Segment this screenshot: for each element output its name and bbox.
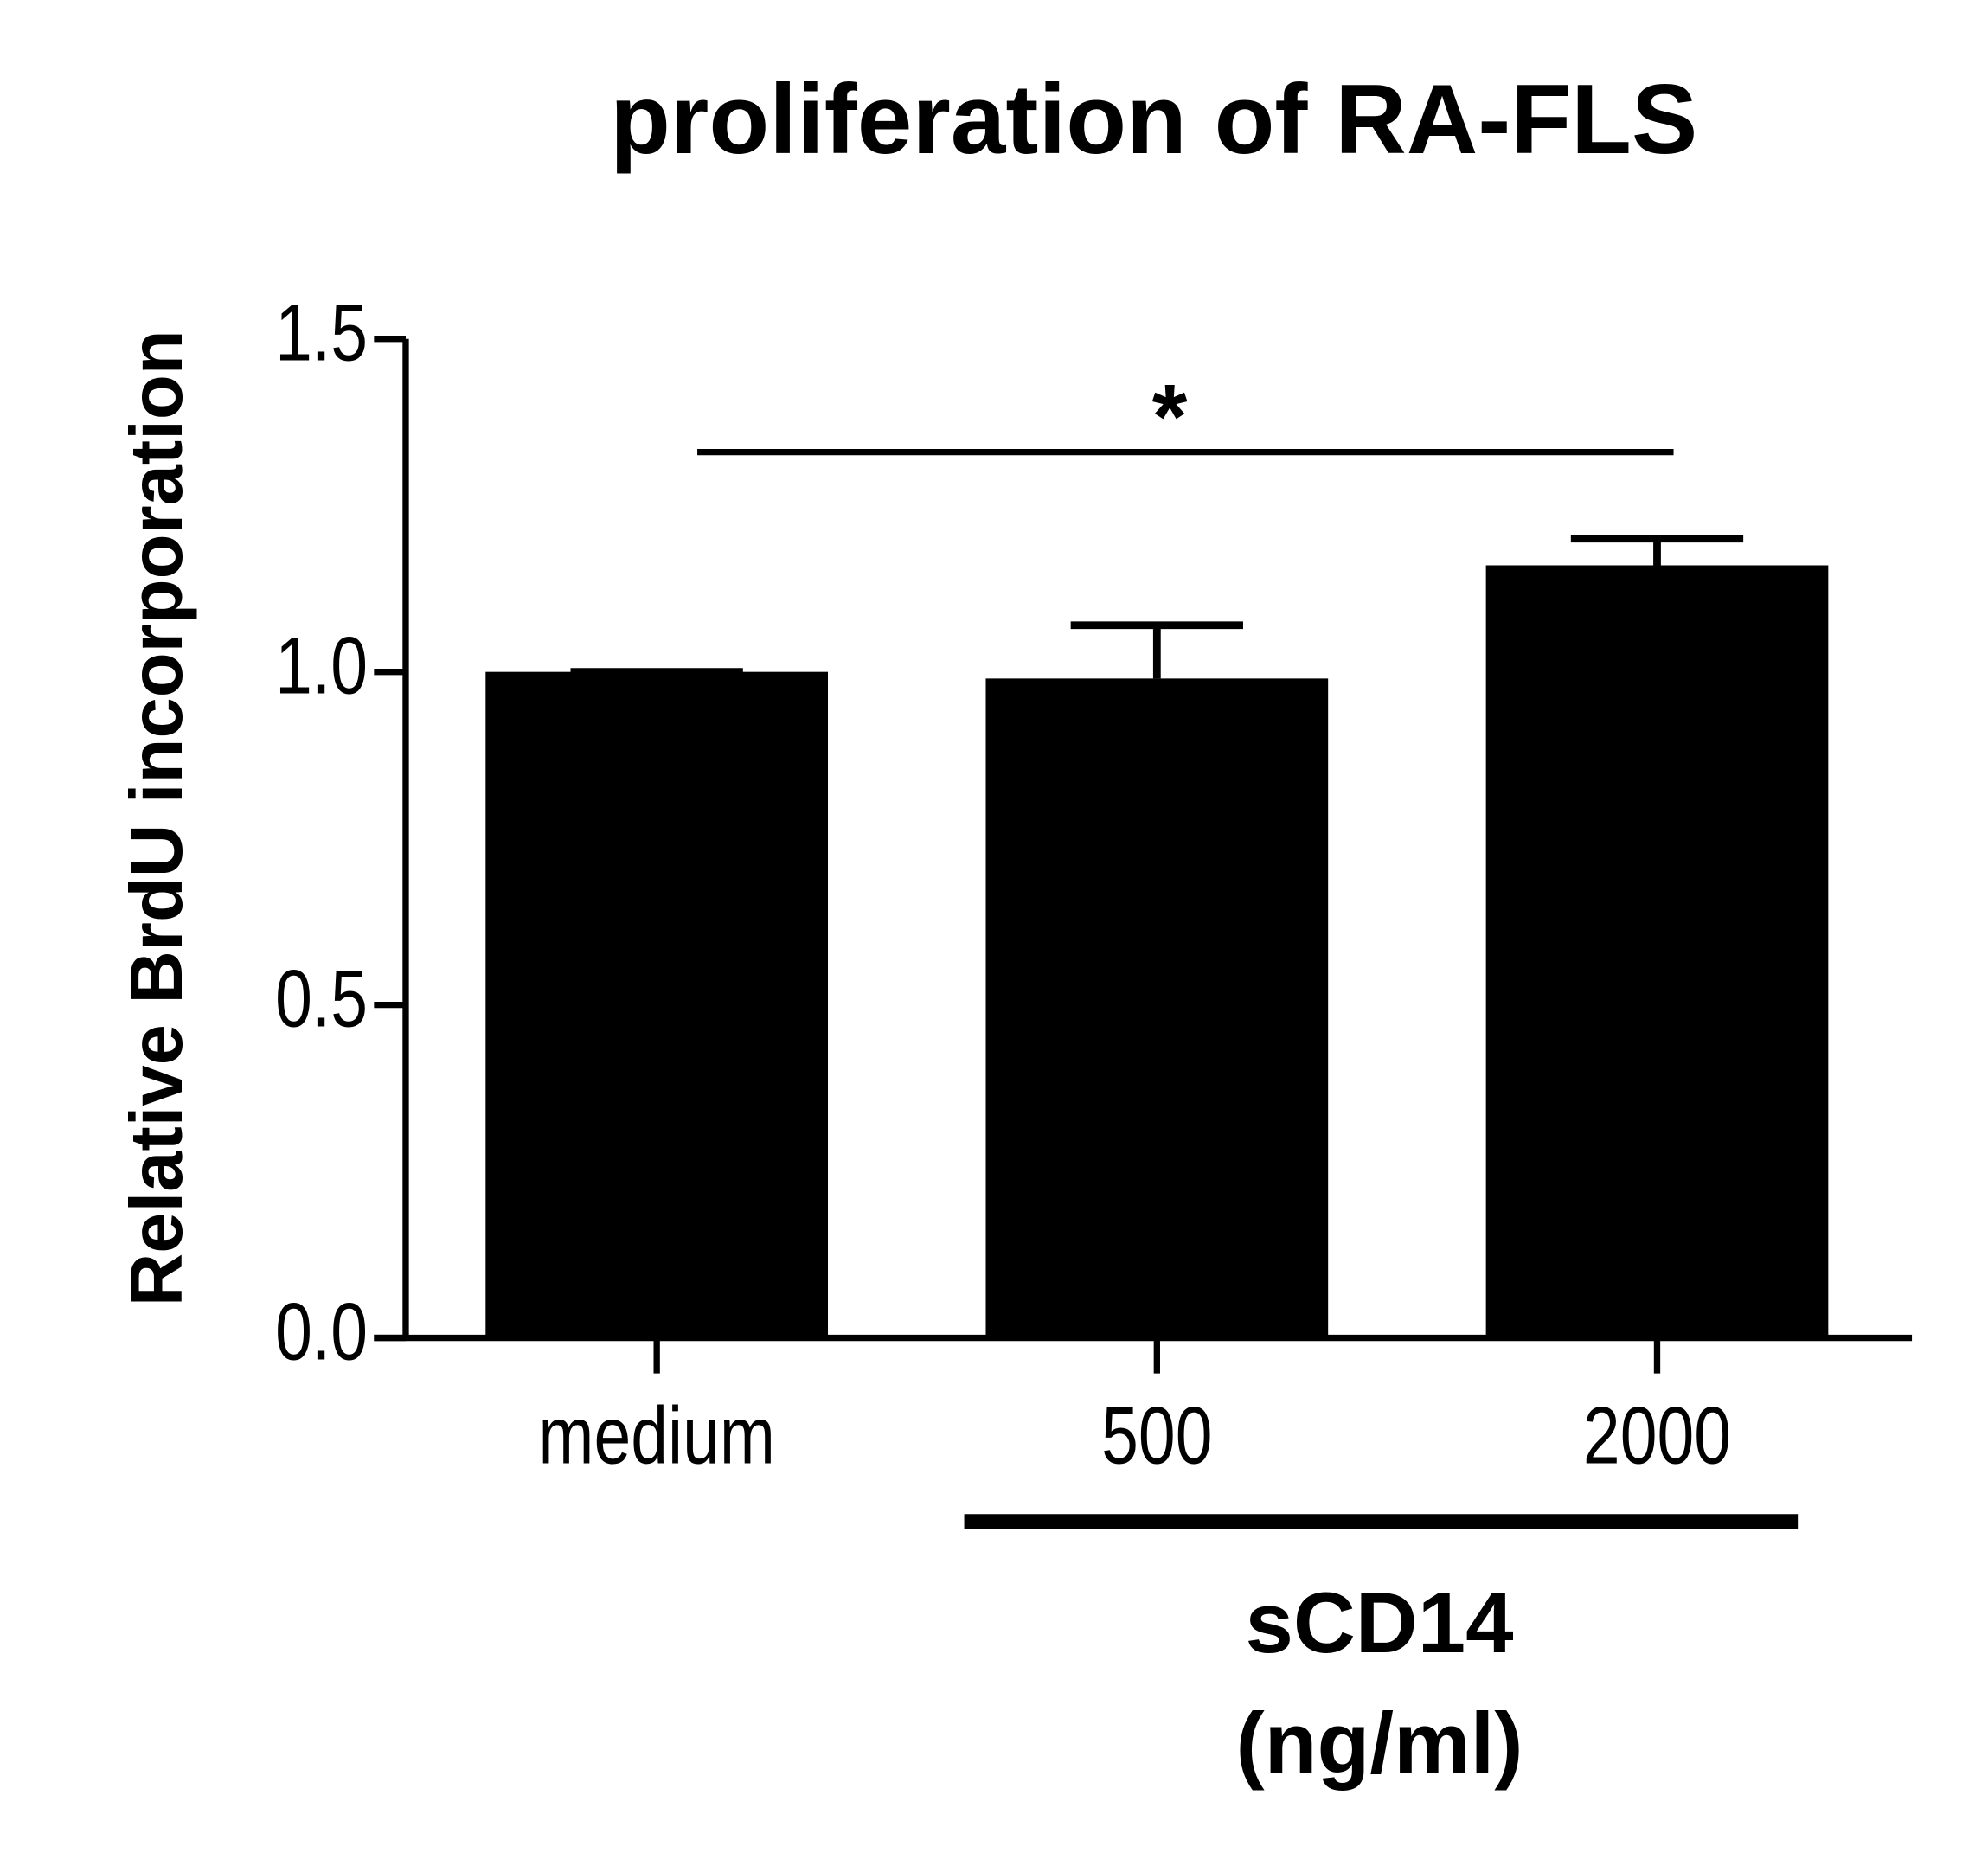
bar	[485, 671, 829, 1338]
x-group-label: sCD14	[1245, 1575, 1513, 1671]
x-group-label: (ng/ml)	[1235, 1696, 1523, 1792]
significance-label: *	[1151, 366, 1187, 468]
chart-title: proliferation of RA-FLS	[610, 65, 1697, 175]
y-tick-label: 0.5	[275, 953, 368, 1044]
y-tick-label: 0.0	[275, 1286, 368, 1377]
x-tick-label: 2000	[1583, 1390, 1731, 1481]
bar	[1485, 565, 1829, 1338]
x-tick-label: 500	[1101, 1390, 1212, 1481]
y-axis-label: Relative BrdU incorporation	[116, 330, 198, 1306]
y-tick-label: 1.5	[275, 287, 368, 378]
bar	[985, 678, 1329, 1338]
y-tick-label: 1.0	[275, 620, 368, 711]
x-tick-label: medium	[538, 1390, 775, 1481]
